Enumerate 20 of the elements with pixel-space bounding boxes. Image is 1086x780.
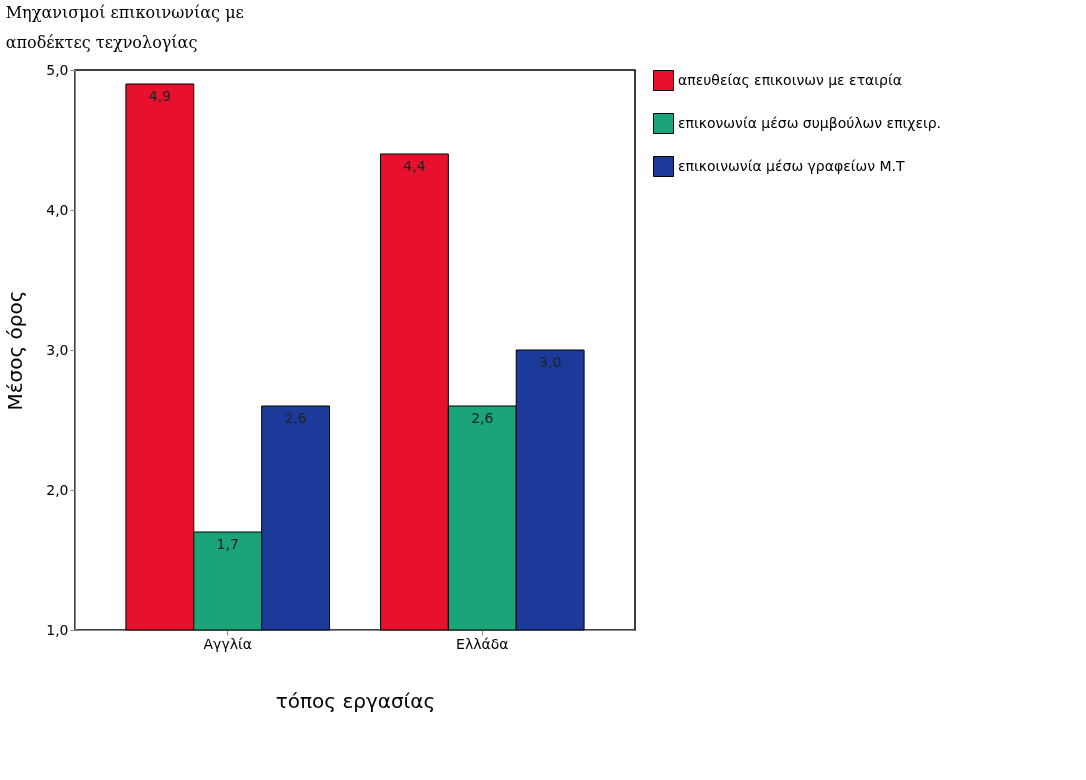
text: Μηχανισμοί επικοινωνίας με bbox=[5, 3, 244, 22]
data-label: 2,6 bbox=[284, 410, 307, 426]
data-label: 2,6 bbox=[471, 410, 494, 426]
y-tick-label: 3,0 bbox=[46, 341, 69, 358]
data-label: 4,9 bbox=[148, 88, 171, 104]
y-tick-label: 1,0 bbox=[46, 621, 69, 638]
legend-label: απευθείας επικοινων με εταιρία bbox=[678, 71, 902, 88]
text: αποδέκτες τεχνολογίας bbox=[5, 33, 198, 52]
y-tick-label: 4,0 bbox=[46, 201, 69, 218]
y-axis-title: Μέσος όρος bbox=[3, 290, 28, 411]
x-tick-label: Αγγλία bbox=[203, 635, 252, 652]
y-tick-label: 5,0 bbox=[46, 61, 69, 78]
data-label: 3,0 bbox=[539, 354, 562, 370]
data-label: 4,4 bbox=[403, 158, 426, 174]
x-axis-title: τόπος εργασίας bbox=[275, 688, 436, 713]
x-tick-label: Ελλάδα bbox=[456, 635, 509, 652]
legend-label: επικονωνία μέσω συμβούλων επιχειρ. bbox=[678, 114, 942, 131]
legend-label: επικοινωνία μέσω γραφείων Μ.Τ bbox=[678, 157, 906, 174]
y-tick-label: 2,0 bbox=[46, 481, 69, 498]
data-label: 1,7 bbox=[216, 536, 239, 552]
